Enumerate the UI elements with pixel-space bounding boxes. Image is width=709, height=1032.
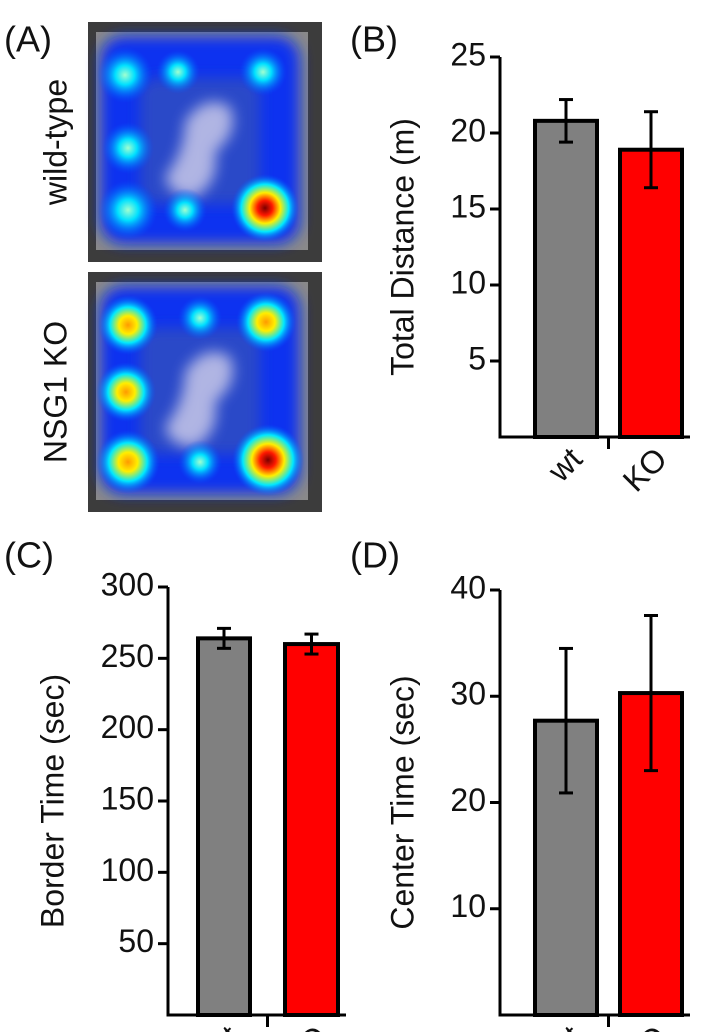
y-tick-label: 10 bbox=[450, 264, 486, 300]
x-tick-label: wt bbox=[198, 1018, 247, 1032]
hot-spot bbox=[102, 122, 154, 174]
error-bar bbox=[559, 646, 573, 795]
y-tick-label: 50 bbox=[118, 923, 154, 959]
chart: (D) Center Time (sec) 10 20 30 40 wt KO bbox=[350, 535, 690, 1032]
y-tick-label: 200 bbox=[101, 709, 154, 745]
heatmaps: wild-type NSG1 KO bbox=[37, 22, 322, 512]
x-tick-label: KO bbox=[616, 1018, 674, 1032]
x-tick-label: KO bbox=[616, 440, 674, 498]
error-bar bbox=[644, 110, 658, 190]
y-tick-label: 30 bbox=[450, 676, 486, 712]
y-tick-label: 5 bbox=[468, 340, 486, 376]
hot-spot bbox=[178, 440, 222, 484]
error-bar bbox=[644, 614, 658, 773]
y-tick-label: 40 bbox=[450, 569, 486, 605]
heatmap: wild-type bbox=[37, 22, 322, 262]
panel-label: (C) bbox=[4, 535, 54, 576]
hot-spot bbox=[96, 430, 160, 494]
y-tick-label: 250 bbox=[101, 638, 154, 674]
y-tick-label: 20 bbox=[450, 782, 486, 818]
hot-spot bbox=[239, 48, 287, 96]
y-tick-label: 15 bbox=[450, 188, 486, 224]
bar bbox=[618, 147, 684, 439]
hot-spot bbox=[97, 47, 153, 103]
y-axis-title: Border Time (sec) bbox=[34, 674, 70, 928]
hot-spot bbox=[231, 174, 299, 242]
bar bbox=[283, 642, 340, 1017]
hot-spot bbox=[98, 295, 158, 355]
hot-spot bbox=[156, 50, 200, 94]
y-tick-label: 10 bbox=[450, 888, 486, 924]
y-tick-label: 300 bbox=[101, 566, 154, 602]
y-tick-label: 25 bbox=[450, 36, 486, 72]
error-bar bbox=[217, 626, 231, 650]
hot-spot bbox=[178, 296, 222, 340]
y-axis-title: Total Distance (m) bbox=[384, 118, 420, 376]
charts: (B) Total Distance (m) 5 10 15 20 25 wt KO (C) Bor… bbox=[4, 19, 690, 1032]
hot-spot bbox=[98, 180, 158, 240]
panel-label: (D) bbox=[350, 535, 400, 576]
heatmap: NSG1 KO bbox=[37, 272, 322, 512]
hot-spot bbox=[163, 188, 207, 232]
x-tick-label: KO bbox=[276, 1018, 334, 1032]
bar bbox=[196, 636, 252, 1017]
error-bar bbox=[559, 98, 573, 144]
hot-spot bbox=[96, 362, 156, 422]
row-label: NSG1 KO bbox=[37, 321, 73, 463]
center-blob bbox=[165, 352, 233, 447]
chart: (B) Total Distance (m) 5 10 15 20 25 wt KO bbox=[350, 19, 690, 499]
error-bar bbox=[304, 632, 319, 656]
x-tick-label: wt bbox=[540, 440, 589, 489]
hot-spot bbox=[236, 292, 296, 352]
y-tick-label: 150 bbox=[101, 780, 154, 816]
chart: (C) Border Time (sec) 50 100 150 200 250 300 wt K… bbox=[4, 535, 346, 1032]
y-tick-label: 100 bbox=[101, 852, 154, 888]
bar bbox=[533, 118, 599, 439]
row-label: wild-type bbox=[37, 79, 73, 206]
y-axis-title: Center Time (sec) bbox=[384, 675, 420, 929]
x-tick-label: wt bbox=[540, 1018, 589, 1032]
panel-label: (A) bbox=[4, 19, 52, 60]
center-blob bbox=[165, 102, 233, 197]
y-tick-label: 20 bbox=[450, 112, 486, 148]
hot-spot bbox=[232, 424, 304, 496]
panel-label: (B) bbox=[350, 19, 398, 60]
